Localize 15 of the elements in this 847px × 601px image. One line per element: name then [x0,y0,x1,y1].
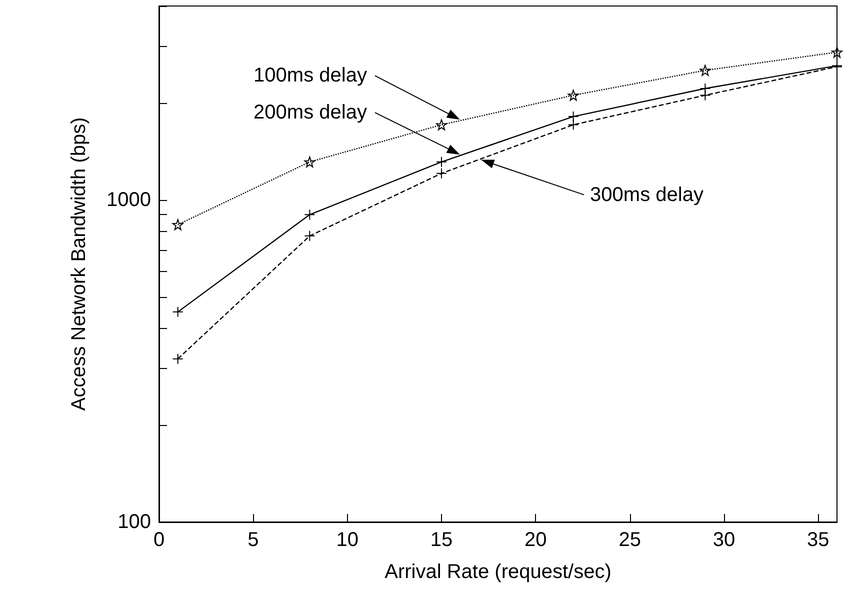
x-tick-label: 30 [712,529,736,551]
y-axis-title: Access Network Bandwidth (bps) [68,117,90,411]
x-tick-label: 35 [807,529,830,551]
y-tick-label: 100 [118,511,151,533]
x-tick-label: 25 [618,529,641,551]
text: 300ms delay [590,184,704,206]
x-tick-label: 20 [524,529,547,551]
x-tick-label: 0 [153,529,165,551]
x-tick-label: 15 [430,529,453,551]
x-axis-title: Arrival Rate (request/sec) [384,561,612,583]
text: 200ms delay [254,102,367,124]
y-tick-label: 1000 [106,188,151,211]
text: 100ms delay [254,64,367,87]
x-tick-label: 5 [248,529,259,551]
x-tick-label: 10 [336,529,358,551]
